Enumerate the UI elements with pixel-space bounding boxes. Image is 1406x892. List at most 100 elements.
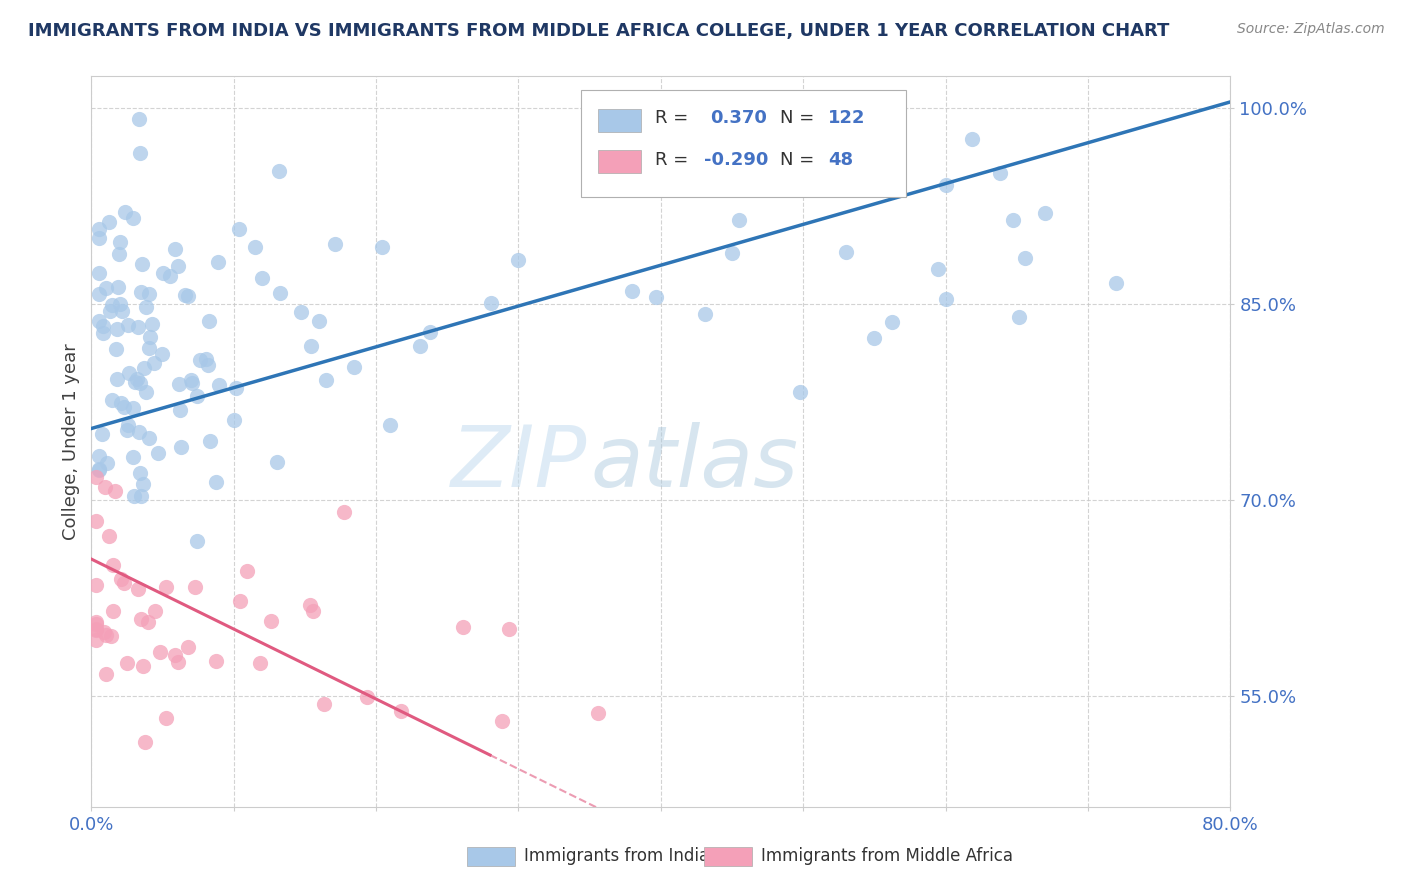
Point (183, 580, 205, 594)
Point (87, 221, 110, 235)
Point (163, 648, 186, 662)
Point (110, 297, 132, 311)
Point (128, 145, 150, 160)
Point (91, 426, 114, 441)
Point (134, 361, 156, 376)
Point (1033, 206, 1056, 220)
Point (228, 221, 250, 235)
Point (356, 690, 378, 704)
Point (173, 288, 195, 302)
Point (149, 645, 172, 659)
Point (491, 714, 513, 728)
Point (93, 624, 115, 639)
Point (290, 305, 312, 319)
Point (105, 321, 128, 335)
Point (269, 164, 291, 178)
Point (205, 655, 228, 669)
Point (138, 329, 160, 343)
Point (333, 505, 356, 519)
Point (266, 455, 288, 469)
Point (508, 252, 530, 267)
Point (112, 576, 135, 591)
Point (128, 376, 150, 390)
Point (129, 466, 152, 480)
Point (132, 477, 155, 491)
Point (155, 711, 177, 725)
Point (167, 655, 190, 669)
Text: 122: 122 (828, 109, 866, 128)
Text: atlas: atlas (591, 422, 799, 505)
Text: Immigrants from Middle Africa: Immigrants from Middle Africa (761, 847, 1014, 864)
Point (960, 132, 983, 146)
Point (105, 372, 128, 386)
Point (112, 401, 135, 415)
Point (146, 446, 169, 460)
Point (101, 393, 124, 408)
Point (380, 417, 402, 432)
Point (222, 413, 245, 427)
Point (863, 331, 886, 345)
Text: IMMIGRANTS FROM INDIA VS IMMIGRANTS FROM MIDDLE AFRICA COLLEGE, UNDER 1 YEAR COR: IMMIGRANTS FROM INDIA VS IMMIGRANTS FROM… (28, 22, 1170, 40)
Point (84, 578, 107, 592)
Point (195, 351, 218, 366)
Point (789, 385, 811, 400)
Point (138, 341, 160, 355)
Text: ZIP: ZIP (450, 422, 586, 505)
Point (841, 165, 863, 179)
Point (122, 450, 145, 464)
Point (124, 375, 146, 389)
Point (131, 257, 153, 271)
Point (586, 706, 609, 720)
Point (177, 289, 200, 303)
Point (114, 205, 136, 219)
Point (87, 231, 110, 245)
FancyBboxPatch shape (598, 150, 641, 173)
Point (122, 211, 145, 226)
Point (94, 628, 117, 642)
Point (235, 564, 257, 578)
Point (108, 247, 131, 261)
Point (152, 266, 174, 280)
Point (835, 245, 858, 260)
Point (159, 268, 181, 283)
Point (737, 138, 759, 153)
Point (259, 614, 281, 628)
Point (1105, 276, 1128, 290)
Point (370, 240, 392, 254)
Point (169, 377, 191, 392)
Text: N =: N = (780, 109, 814, 128)
Point (188, 353, 211, 368)
Point (129, 612, 152, 626)
Point (136, 615, 159, 629)
Point (453, 620, 475, 634)
Point (87, 450, 110, 464)
Point (927, 262, 949, 277)
Point (134, 735, 156, 749)
FancyBboxPatch shape (467, 847, 515, 866)
Point (138, 286, 160, 301)
Text: N =: N = (780, 151, 814, 169)
Point (198, 434, 221, 449)
Point (98, 529, 121, 543)
Point (84, 514, 107, 528)
Point (186, 534, 208, 549)
Point (127, 582, 149, 597)
Point (186, 389, 208, 403)
Point (225, 381, 247, 395)
Point (621, 285, 644, 299)
Point (98, 215, 121, 229)
Point (252, 271, 274, 285)
Point (721, 246, 744, 260)
Point (103, 558, 125, 572)
Point (84, 615, 107, 630)
Y-axis label: College, Under 1 year: College, Under 1 year (62, 343, 80, 540)
Point (107, 280, 129, 294)
Point (84, 616, 107, 631)
Point (128, 112, 150, 126)
Point (167, 259, 190, 273)
Point (197, 358, 219, 372)
Point (110, 572, 132, 586)
Point (94, 479, 117, 493)
Point (177, 640, 200, 654)
Point (141, 317, 163, 331)
